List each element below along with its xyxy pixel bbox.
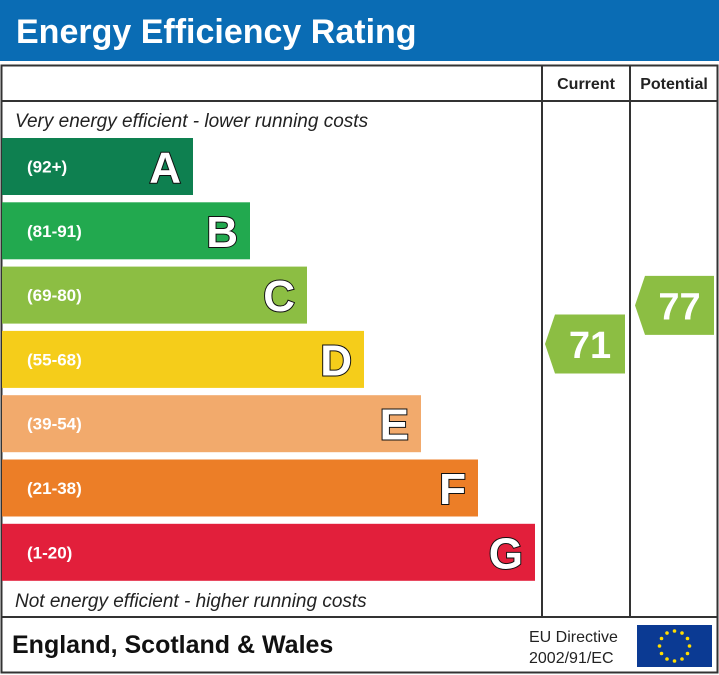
eu-star-icon (685, 651, 690, 656)
eu-star-icon (672, 629, 677, 633)
band-bar-B (2, 202, 250, 260)
column-header-current: Current (557, 76, 615, 93)
eu-star-icon (672, 659, 677, 663)
band-range-C: (69-80) (27, 286, 82, 305)
eu-star-icon (665, 631, 669, 635)
band-bar-A (2, 138, 193, 195)
band-bar-E (2, 395, 421, 453)
band-letter-E: E (380, 401, 409, 450)
band-range-F: (21-38) (27, 479, 82, 498)
eu-star-icon (659, 636, 664, 641)
band-range-A: (92+) (27, 158, 67, 177)
current-rating-arrow (545, 314, 625, 374)
title-banner (0, 0, 719, 61)
table-border (0, 64, 719, 674)
footer-region: England, Scotland & Wales (12, 631, 333, 659)
eu-star-icon (659, 651, 664, 656)
band-letter-B: B (206, 208, 238, 257)
potential-rating-arrow (635, 275, 714, 335)
eu-star-icon (685, 636, 690, 641)
top-note: Very energy efficient - lower running co… (15, 111, 369, 132)
bottom-note: Not energy efficient - higher running co… (15, 591, 367, 612)
eu-directive-line1: EU Directive (529, 629, 618, 646)
chart-title: Energy Efficiency Rating (16, 13, 417, 51)
eu-flag-icon (637, 625, 712, 667)
band-range-D: (55-68) (27, 350, 82, 369)
band-letter-D: D (320, 336, 352, 385)
band-letter-G: G (489, 529, 523, 578)
band-bar-D (2, 330, 364, 388)
eu-star-icon (665, 657, 669, 661)
band-bar-G (2, 523, 535, 581)
band-range-G: (1-20) (27, 543, 72, 562)
eu-star-icon (680, 657, 684, 661)
band-range-B: (81-91) (27, 222, 82, 241)
band-bar-C (2, 266, 307, 324)
eu-directive-line2: 2002/91/EC (529, 650, 614, 667)
band-letter-C: C (263, 272, 295, 321)
eu-star-icon (680, 631, 684, 635)
band-letter-A: A (149, 144, 181, 193)
current-rating-value: 71 (569, 325, 611, 367)
eu-star-icon (657, 644, 662, 648)
band-letter-F: F (439, 465, 466, 514)
potential-rating-value: 77 (658, 286, 700, 328)
column-header-potential: Potential (640, 76, 708, 93)
band-bar-F (2, 459, 478, 517)
eu-star-icon (687, 644, 692, 648)
band-range-E: (39-54) (27, 415, 82, 434)
